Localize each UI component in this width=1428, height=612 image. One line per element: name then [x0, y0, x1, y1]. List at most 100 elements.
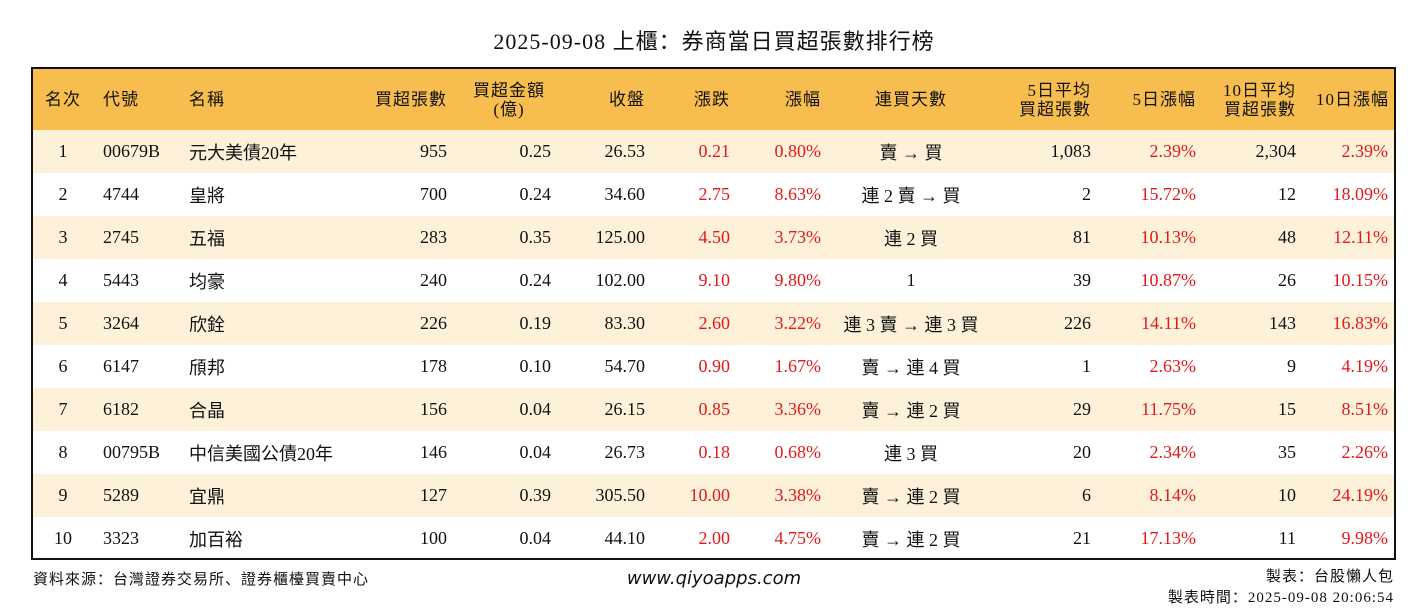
- cell-buy-lots: 178: [420, 356, 447, 376]
- cell-buy-lots: 240: [420, 270, 447, 290]
- cell-close: 305.50: [595, 485, 646, 505]
- cell-code: 2745: [103, 227, 139, 247]
- maker-info: 製表：台股懶人包 製表時間：2025-09-08 20:06:54: [1168, 567, 1394, 609]
- cell-change: 2.60: [698, 313, 731, 333]
- header-close: 收盤: [609, 90, 645, 109]
- cell-pct5: 17.13%: [1140, 528, 1197, 548]
- header-avg5-line2: 買超張數: [1019, 99, 1091, 119]
- header-avg10-line2: 買超張數: [1224, 99, 1296, 119]
- cell-code: 3323: [103, 528, 139, 548]
- cell-close: 102.00: [595, 270, 646, 290]
- cell-name: 中信美國公債20年: [189, 443, 333, 464]
- cell-change-pct: 9.80%: [774, 270, 822, 290]
- cell-avg5: 1: [1082, 356, 1091, 376]
- header-buy-amount-line1: 買超金額: [473, 80, 545, 100]
- cell-buy-lots: 226: [420, 313, 447, 333]
- header-avg10-line1: 10日平均: [1223, 80, 1296, 100]
- header-code: 代號: [103, 90, 139, 109]
- header-buy-lots: 買超張數: [375, 90, 447, 109]
- cell-rank: 7: [58, 399, 68, 419]
- cell-avg10: 11: [1278, 528, 1296, 548]
- website-link[interactable]: www.qiyoapps.com: [626, 568, 802, 589]
- cell-amount: 0.19: [519, 313, 552, 333]
- cell-pct10: 12.11%: [1333, 227, 1388, 247]
- cell-name: 均豪: [189, 271, 225, 292]
- cell-change: 9.10: [698, 270, 731, 290]
- cell-streak: 連 3 賣 → 連 3 買: [843, 314, 979, 335]
- cell-amount: 0.04: [519, 399, 552, 419]
- cell-code: 00679B: [103, 141, 161, 161]
- cell-amount: 0.04: [519, 528, 552, 548]
- cell-code: 6182: [103, 399, 139, 419]
- cell-change-pct: 3.38%: [774, 485, 822, 505]
- cell-avg10: 2,304: [1255, 141, 1297, 161]
- cell-change-pct: 3.22%: [774, 313, 822, 333]
- table-header-row: 名次 代號 名稱 買超張數 買超金額 (億) 收盤 漲跌 漲幅 連買天數 5日平…: [33, 69, 1394, 130]
- cell-streak: 賣 → 連 4 買: [861, 357, 961, 378]
- cell-rank: 1: [58, 141, 68, 161]
- header-buy-amount-line2: (億): [493, 99, 525, 119]
- cell-buy-lots: 100: [420, 528, 447, 548]
- cell-name: 合晶: [189, 400, 225, 421]
- page-title: 2025-09-08 上櫃：券商當日買超張數排行榜: [493, 29, 935, 54]
- cell-code: 00795B: [103, 442, 161, 462]
- cell-pct5: 2.39%: [1149, 141, 1197, 161]
- cell-pct5: 10.87%: [1140, 270, 1197, 290]
- cell-avg5: 20: [1073, 442, 1091, 462]
- cell-rank: 6: [58, 356, 68, 376]
- cell-pct10: 16.83%: [1332, 313, 1389, 333]
- cell-pct10: 2.39%: [1341, 141, 1389, 161]
- cell-avg5: 226: [1064, 313, 1091, 333]
- cell-close: 125.00: [595, 227, 646, 247]
- cell-pct5: 11.75%: [1141, 399, 1196, 419]
- cell-pct5: 8.14%: [1149, 485, 1197, 505]
- cell-avg10: 12: [1278, 184, 1296, 204]
- cell-streak: 連 2 買: [884, 228, 938, 249]
- cell-avg10: 15: [1278, 399, 1296, 419]
- cell-streak: 賣 → 連 2 買: [861, 400, 961, 421]
- cell-change-pct: 0.68%: [774, 442, 822, 462]
- cell-close: 44.10: [604, 528, 646, 548]
- cell-streak: 連 3 買: [884, 443, 938, 464]
- cell-avg5: 1,083: [1050, 141, 1092, 161]
- cell-close: 26.53: [604, 141, 646, 161]
- cell-amount: 0.24: [519, 184, 552, 204]
- cell-change: 4.50: [698, 227, 731, 247]
- cell-change-pct: 8.63%: [774, 184, 822, 204]
- table-row: 6 6147 頎邦 178 0.10 54.70 0.90 1.67% 賣 → …: [33, 345, 1394, 388]
- table-row: 3 2745 五福 283 0.35 125.00 4.50 3.73% 連 2…: [33, 216, 1394, 259]
- maker-label: 製表：台股懶人包: [1265, 569, 1394, 585]
- cell-buy-lots: 146: [420, 442, 447, 462]
- cell-streak: 連 2 賣 → 買: [861, 185, 961, 206]
- table-row: 4 5443 均豪 240 0.24 102.00 9.10 9.80% 1 3…: [33, 259, 1394, 302]
- cell-avg5: 39: [1073, 270, 1091, 290]
- cell-name: 元大美債20年: [189, 142, 297, 163]
- cell-amount: 0.04: [519, 442, 552, 462]
- cell-rank: 2: [58, 184, 68, 204]
- cell-rank: 4: [58, 270, 68, 290]
- cell-rank: 9: [58, 485, 68, 505]
- cell-name: 五福: [189, 228, 225, 249]
- cell-change-pct: 3.36%: [774, 399, 822, 419]
- cell-change-pct: 3.73%: [774, 227, 822, 247]
- cell-buy-lots: 156: [420, 399, 447, 419]
- cell-rank: 5: [58, 313, 68, 333]
- cell-avg10: 143: [1269, 313, 1296, 333]
- ranking-table-frame: 名次 代號 名稱 買超張數 買超金額 (億) 收盤 漲跌 漲幅 連買天數 5日平…: [31, 67, 1396, 560]
- cell-amount: 0.24: [519, 270, 552, 290]
- cell-name: 加百裕: [189, 529, 243, 550]
- cell-change-pct: 4.75%: [774, 528, 822, 548]
- cell-name: 宜鼎: [189, 486, 225, 507]
- cell-code: 5289: [103, 485, 139, 505]
- header-pct10: 10日漲幅: [1316, 90, 1389, 109]
- made-time-label: 製表時間：2025-09-08 20:06:54: [1167, 590, 1394, 606]
- cell-rank: 8: [58, 442, 68, 462]
- cell-code: 5443: [103, 270, 139, 290]
- cell-pct10: 8.51%: [1341, 399, 1389, 419]
- cell-pct10: 9.98%: [1341, 528, 1389, 548]
- cell-change-pct: 0.80%: [774, 141, 822, 161]
- cell-streak: 賣 → 連 2 買: [861, 486, 961, 507]
- cell-amount: 0.39: [519, 485, 552, 505]
- table-row: 7 6182 合晶 156 0.04 26.15 0.85 3.36% 賣 → …: [33, 388, 1394, 431]
- cell-change: 0.18: [698, 442, 731, 462]
